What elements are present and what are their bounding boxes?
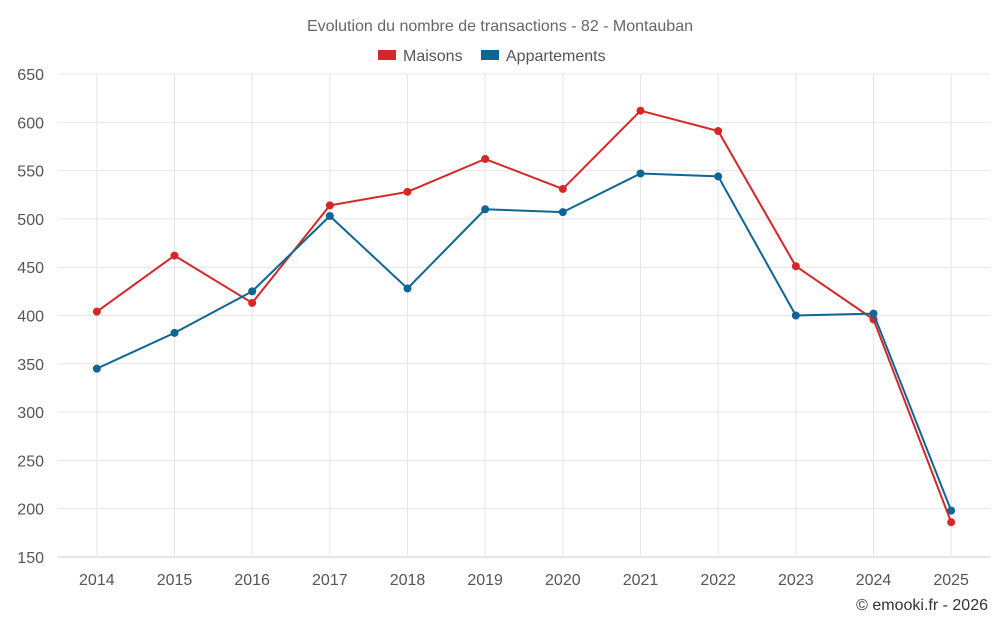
y-tick-label-300: 300 [17,405,44,422]
y-tick-label-500: 500 [17,212,44,229]
series-line-maisons [95,109,953,524]
series-appartements [92,169,956,515]
x-tick-label-2022: 2022 [700,572,736,589]
point-appartements-2024[interactable] [869,309,878,318]
point-appartements-2025[interactable] [947,506,956,515]
legend-label-maisons[interactable]: Maisons [403,48,463,65]
y-tick-label-350: 350 [17,357,44,374]
y-tick-label-200: 200 [17,502,44,519]
y-axis: 150 200 250 300 350 400 450 500 550 600 650 [17,67,44,567]
x-tick-label-2024: 2024 [856,572,892,589]
y-tick-label-250: 250 [17,453,44,470]
x-tick-label-2018: 2018 [390,572,426,589]
point-maisons-2015[interactable] [170,251,179,260]
legend-label-appartements[interactable]: Appartements [506,48,606,65]
x-tick-label-2014: 2014 [79,572,115,589]
point-maisons-2019[interactable] [481,155,490,164]
grid-lines [58,73,990,558]
credit-text: © emooki.fr - 2026 [856,597,988,614]
point-maisons-2014[interactable] [92,307,101,316]
point-maisons-2021[interactable] [636,106,645,115]
point-appartements-2016[interactable] [248,287,257,296]
chart-title: Evolution du nombre de transactions - 82… [307,18,693,35]
x-tick-label-2021: 2021 [623,572,659,589]
y-tick-label-650: 650 [17,67,44,84]
y-tick-label-150: 150 [17,550,44,567]
point-maisons-2023[interactable] [791,262,800,271]
point-appartements-2017[interactable] [325,212,334,221]
legend-swatch-maisons[interactable] [378,50,396,60]
point-maisons-2022[interactable] [714,126,723,135]
x-tick-label-2023: 2023 [778,572,814,589]
y-tick-label-550: 550 [17,164,44,181]
point-appartements-2014[interactable] [92,364,101,373]
x-tick-label-2019: 2019 [467,572,503,589]
point-appartements-2015[interactable] [170,328,179,337]
point-maisons-2017[interactable] [325,201,334,210]
point-maisons-2016[interactable] [248,298,257,307]
y-tick-label-450: 450 [17,260,44,277]
x-axis: 2014 2015 2016 2017 2018 2019 2020 2021 2022 2023… [79,572,969,589]
y-tick-label-600: 600 [17,115,44,132]
x-tick-label-2016: 2016 [234,572,270,589]
point-appartements-2020[interactable] [558,208,567,217]
legend-swatch-appartements[interactable] [481,50,499,60]
x-tick-label-2020: 2020 [545,572,581,589]
x-tick-label-2015: 2015 [157,572,193,589]
point-maisons-2025[interactable] [947,518,956,527]
point-appartements-2019[interactable] [481,205,490,214]
point-appartements-2021[interactable] [636,169,645,178]
y-tick-label-400: 400 [17,309,44,326]
point-appartements-2018[interactable] [403,284,412,293]
point-appartements-2023[interactable] [791,311,800,320]
series-layer [92,106,956,527]
x-tick-label-2025: 2025 [933,572,969,589]
point-maisons-2018[interactable] [403,187,412,196]
point-appartements-2022[interactable] [714,172,723,181]
point-maisons-2020[interactable] [558,184,567,193]
legend: Maisons Appartements [378,48,606,65]
series-maisons [92,106,956,527]
x-tick-label-2017: 2017 [312,572,348,589]
series-line-appartements [95,172,953,512]
